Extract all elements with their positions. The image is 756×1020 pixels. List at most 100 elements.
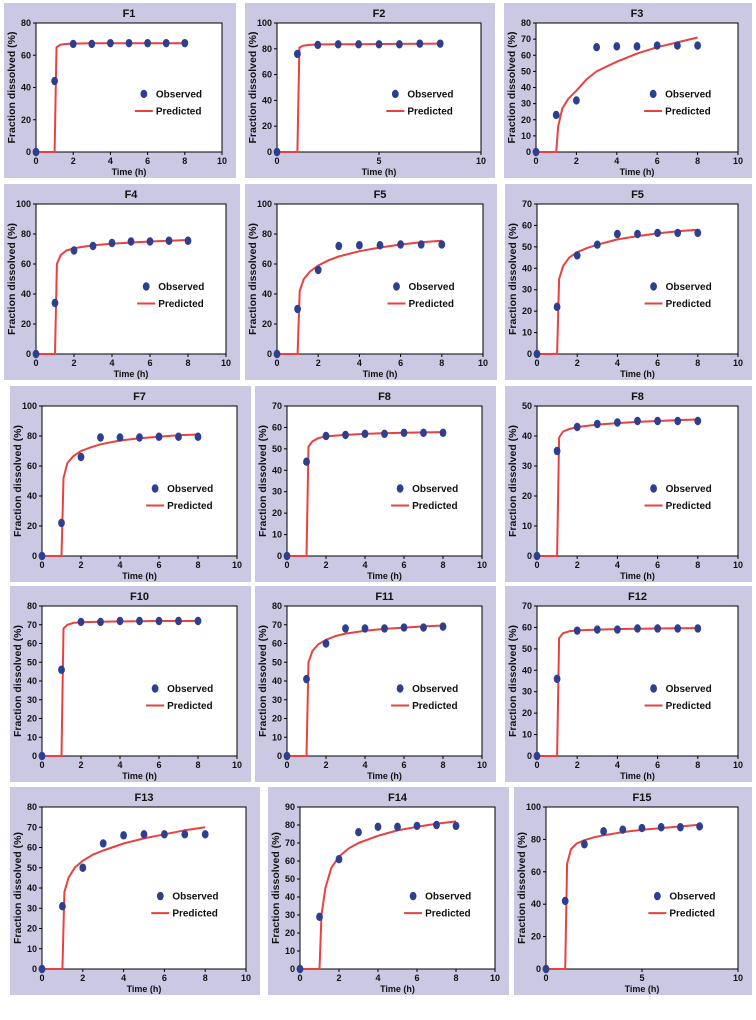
- x-axis-label: Time (h): [625, 984, 660, 994]
- y-tick-label: 80: [262, 44, 272, 54]
- legend-predicted-label: Predicted: [425, 909, 471, 920]
- x-tick-label: 10: [221, 358, 231, 368]
- legend-observed-marker: [142, 282, 150, 291]
- observed-point: [38, 551, 46, 561]
- observed-point: [381, 624, 388, 633]
- x-tick-label: 2: [80, 973, 85, 983]
- legend-observed-label: Observed: [156, 89, 202, 100]
- observed-point: [120, 831, 127, 840]
- chart-panel-f4-4: F4 0 2 4 6 8 10 0 20 40 60 80 100 Time (h) Fraction di…: [4, 184, 240, 380]
- observed-point: [116, 433, 124, 442]
- observed-point: [573, 96, 580, 105]
- legend-observed-label: Observed: [412, 484, 458, 495]
- y-tick-label: 20: [522, 708, 532, 718]
- y-tick-label: 30: [522, 285, 532, 295]
- y-tick-label: 60: [21, 50, 31, 60]
- plot-area: [41, 405, 238, 557]
- observed-point: [283, 751, 291, 761]
- x-tick-label: 4: [362, 760, 367, 770]
- y-tick-label: 0: [32, 751, 37, 761]
- observed-point: [542, 964, 550, 974]
- y-tick-label: 20: [27, 521, 37, 531]
- x-axis-label: Time (h): [363, 369, 398, 379]
- chart-title: F5: [374, 189, 387, 201]
- y-tick-label: 20: [262, 121, 272, 131]
- x-axis-label: Time (h): [367, 771, 402, 781]
- observed-point: [127, 237, 135, 246]
- y-tick-label: 40: [262, 289, 272, 299]
- x-tick-label: 8: [182, 156, 187, 166]
- observed-point: [694, 228, 702, 238]
- observed-point: [89, 241, 97, 251]
- x-tick-label: 6: [162, 973, 167, 983]
- x-tick-label: 2: [336, 973, 341, 983]
- legend-observed-label: Observed: [167, 684, 213, 695]
- x-tick-label: 10: [490, 973, 500, 983]
- y-axis-label: Fraction dissolved (%): [516, 832, 528, 944]
- chart-panel-f10-10: F10 0 2 4 6 8 10 0 10 20 30 40 50 60 70 80 Time (h) Fract…: [10, 586, 251, 782]
- chart-svg: F8 0 2 4 6 8 10 0 10 20 30 40 50 60 70 Time (h) Fraction…: [255, 386, 496, 582]
- observed-point: [638, 823, 646, 833]
- observed-point: [355, 40, 362, 49]
- y-tick-label: 40: [522, 665, 532, 675]
- observed-point: [533, 349, 541, 359]
- y-tick-label: 20: [521, 115, 531, 125]
- observed-point: [619, 825, 627, 834]
- x-tick-label: 4: [117, 760, 122, 770]
- y-tick-label: 10: [521, 131, 531, 141]
- observed-point: [674, 416, 682, 426]
- y-tick-label: 0: [536, 964, 541, 974]
- chart-svg: F8 0 2 4 6 8 10 0 10 20 30 40 50 Time (h) Fraction dis…: [505, 386, 752, 582]
- x-tick-label: 6: [655, 358, 660, 368]
- plot-area: [536, 405, 739, 557]
- legend-predicted-label: Predicted: [172, 909, 218, 920]
- observed-point: [696, 822, 703, 831]
- observed-point: [361, 624, 369, 633]
- x-axis-label: Time (h): [362, 167, 397, 177]
- y-tick-label: 100: [257, 18, 272, 28]
- y-tick-label: 0: [527, 751, 532, 761]
- observed-point: [397, 240, 404, 249]
- chart-title: F8: [631, 391, 644, 403]
- x-tick-label: 6: [401, 760, 406, 770]
- x-tick-label: 10: [733, 358, 743, 368]
- x-tick-label: 6: [147, 358, 152, 368]
- y-tick-label: 0: [290, 964, 295, 974]
- legend-predicted-label: Predicted: [665, 106, 711, 117]
- chart-title: F10: [130, 591, 149, 603]
- observed-point: [51, 76, 58, 86]
- observed-point: [303, 457, 310, 466]
- x-tick-label: 8: [439, 358, 444, 368]
- y-axis-label: Fraction dissolved (%): [12, 425, 24, 537]
- plot-area: [41, 605, 238, 757]
- x-axis-label: Time (h): [367, 571, 402, 581]
- observed-point: [32, 147, 40, 157]
- observed-point: [342, 624, 349, 633]
- y-tick-label: 100: [526, 802, 541, 812]
- observed-point: [375, 40, 383, 49]
- x-axis-label: Time (h): [620, 571, 655, 581]
- y-tick-label: 20: [262, 319, 272, 329]
- y-tick-label: 20: [522, 491, 532, 501]
- legend-observed-label: Observed: [412, 684, 458, 695]
- observed-point: [533, 551, 541, 561]
- x-tick-label: 0: [39, 760, 44, 770]
- chart-title: F11: [375, 591, 393, 603]
- chart-svg: F11 0 2 4 6 8 10 0 10 20 30 40 50 60 70 80 Time (h) Fract…: [255, 586, 496, 782]
- observed-point: [436, 39, 444, 48]
- y-axis-label: Fraction dissolved (%): [6, 223, 18, 335]
- legend-predicted-label: Predicted: [156, 106, 202, 117]
- chart-panel-f8-8: F8 0 2 4 6 8 10 0 10 20 30 40 50 60 70 Time (h) Fraction…: [255, 386, 496, 582]
- legend-observed-marker: [650, 282, 657, 291]
- y-tick-label: 50: [522, 401, 532, 411]
- legend-observed-label: Observed: [167, 484, 213, 495]
- observed-point: [653, 41, 661, 50]
- observed-point: [194, 432, 202, 441]
- observed-point: [194, 616, 202, 626]
- chart-panel-f1-1: F1 0 2 4 6 8 10 0 20 40 60 80 Time (h) Fraction disso…: [4, 3, 236, 178]
- x-tick-label: 8: [440, 560, 445, 570]
- y-tick-label: 80: [531, 834, 541, 844]
- x-axis-label: Time (h): [122, 771, 157, 781]
